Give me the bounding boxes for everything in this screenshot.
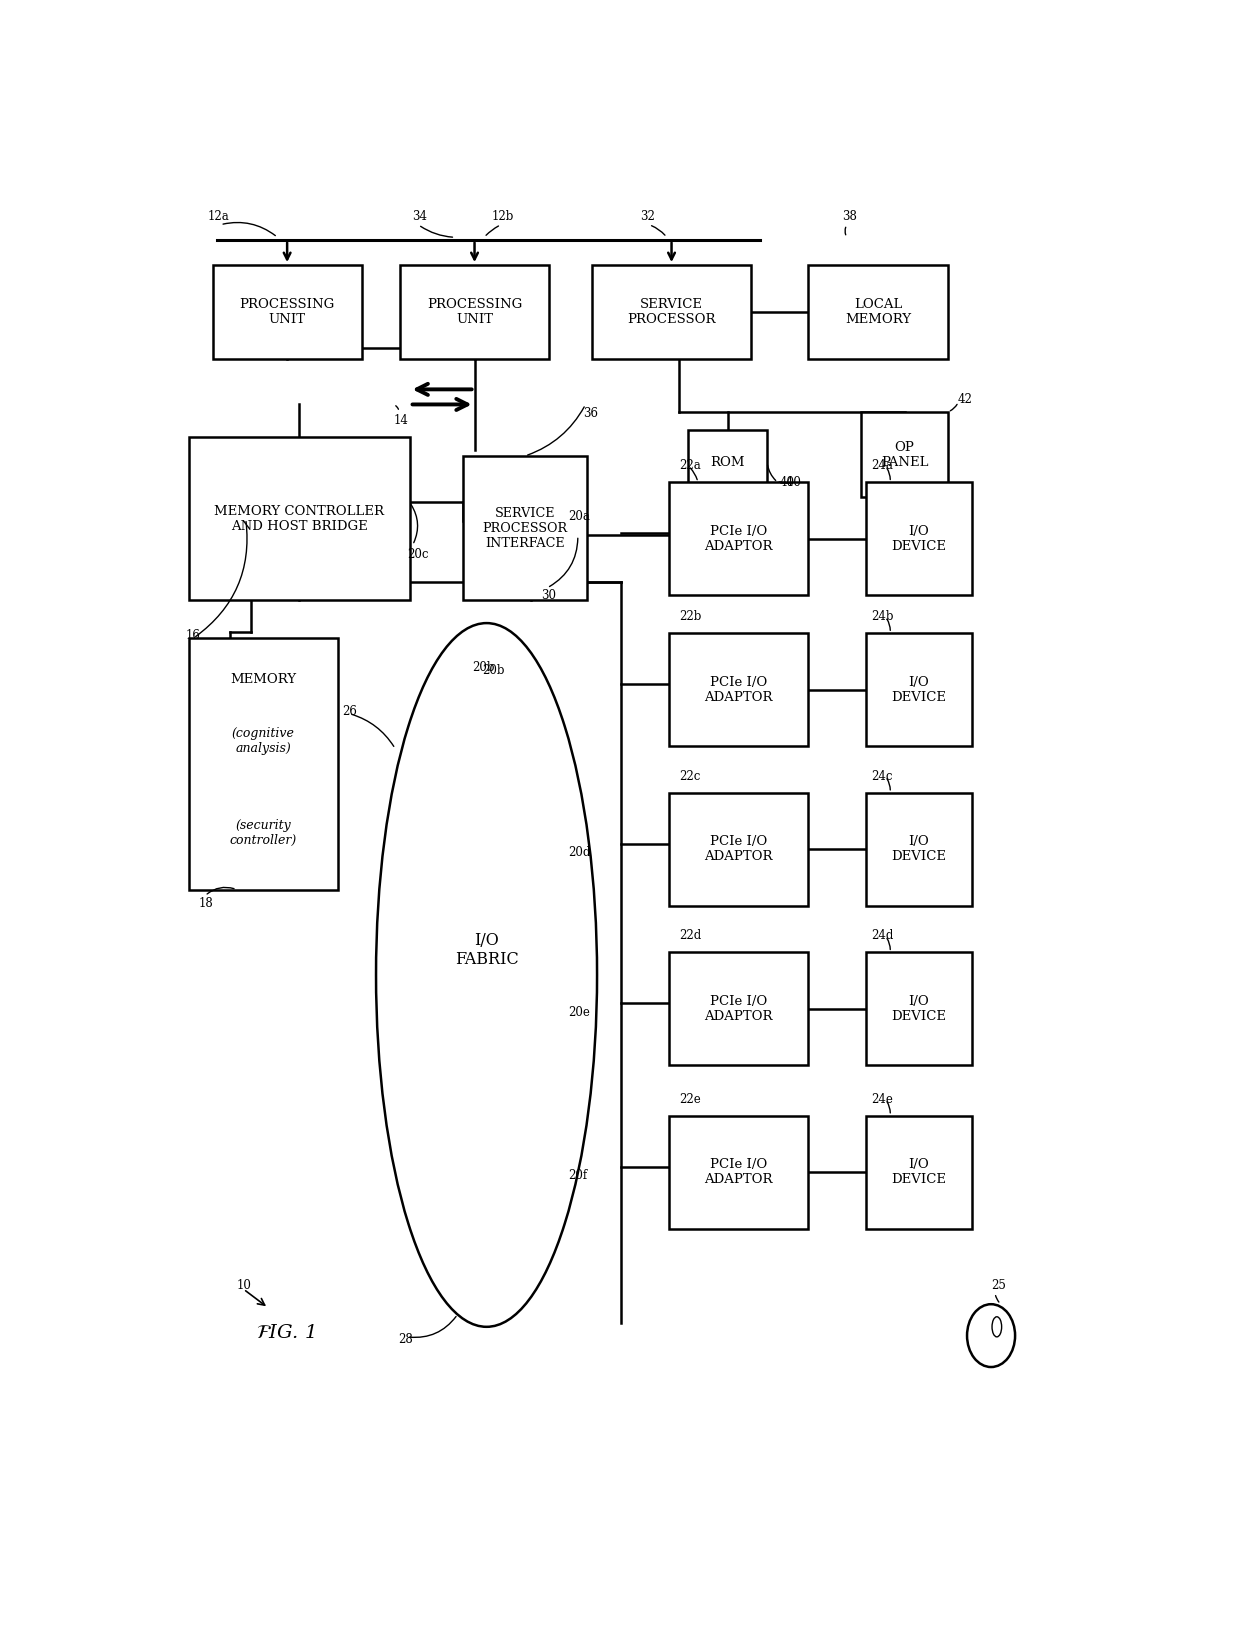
Text: 16: 16	[186, 630, 201, 641]
Bar	[866, 483, 972, 596]
Text: (security
controller): (security controller)	[229, 819, 296, 847]
Text: PCIe I/O
ADAPTOR: PCIe I/O ADAPTOR	[704, 836, 773, 863]
Text: PCIe I/O
ADAPTOR: PCIe I/O ADAPTOR	[704, 1159, 773, 1186]
Text: PCIe I/O
ADAPTOR: PCIe I/O ADAPTOR	[704, 526, 773, 553]
Text: PCIe I/O
ADAPTOR: PCIe I/O ADAPTOR	[704, 996, 773, 1023]
Circle shape	[967, 1304, 1016, 1368]
Text: 12a: 12a	[208, 211, 229, 224]
Text: PROCESSING
UNIT: PROCESSING UNIT	[239, 299, 335, 326]
Text: 20d: 20d	[568, 845, 590, 858]
Text: 10: 10	[237, 1279, 252, 1293]
Bar	[188, 638, 337, 889]
Text: PROCESSING
UNIT: PROCESSING UNIT	[427, 299, 522, 326]
Bar	[670, 483, 808, 596]
Text: (cognitive
analysis): (cognitive analysis)	[232, 728, 295, 756]
Text: 24d: 24d	[870, 929, 893, 942]
Text: I/O
DEVICE: I/O DEVICE	[892, 676, 946, 703]
Text: SERVICE
PROCESSOR
INTERFACE: SERVICE PROCESSOR INTERFACE	[482, 506, 568, 550]
Text: 26: 26	[342, 705, 357, 718]
Text: 20c: 20c	[407, 548, 428, 561]
Text: I/O
DEVICE: I/O DEVICE	[892, 836, 946, 863]
Text: 24e: 24e	[870, 1093, 893, 1105]
Bar	[866, 793, 972, 906]
Ellipse shape	[992, 1317, 1002, 1337]
Text: 25: 25	[991, 1278, 1006, 1291]
Bar	[213, 264, 362, 359]
Text: 34: 34	[413, 211, 428, 224]
Text: 22e: 22e	[678, 1093, 701, 1105]
Text: I/O
DEVICE: I/O DEVICE	[892, 526, 946, 553]
Text: 24a: 24a	[870, 459, 893, 472]
Bar	[670, 793, 808, 906]
Text: I/O
DEVICE: I/O DEVICE	[892, 996, 946, 1023]
Bar	[401, 264, 549, 359]
Text: SERVICE
PROCESSOR: SERVICE PROCESSOR	[627, 299, 715, 326]
Bar	[688, 429, 768, 494]
Text: 20e: 20e	[568, 1005, 590, 1018]
Text: MEMORY CONTROLLER
AND HOST BRIDGE: MEMORY CONTROLLER AND HOST BRIDGE	[215, 504, 384, 532]
Text: 20b: 20b	[482, 664, 505, 677]
Bar	[670, 953, 808, 1066]
Text: 30: 30	[542, 589, 557, 602]
Ellipse shape	[376, 623, 596, 1327]
Bar	[866, 953, 972, 1066]
Bar	[866, 1116, 972, 1229]
Bar	[188, 437, 409, 601]
Text: 14: 14	[393, 415, 408, 428]
Text: 28: 28	[398, 1333, 413, 1346]
Bar	[593, 264, 750, 359]
Bar	[866, 633, 972, 746]
Text: LOCAL
MEMORY: LOCAL MEMORY	[846, 299, 911, 326]
Text: 22a: 22a	[678, 459, 701, 472]
Text: PCIe I/O
ADAPTOR: PCIe I/O ADAPTOR	[704, 676, 773, 703]
Text: 20a: 20a	[568, 511, 590, 524]
Text: $\mathcal{F}$IG. 1: $\mathcal{F}$IG. 1	[255, 1324, 315, 1342]
Text: 20f: 20f	[568, 1169, 588, 1182]
Text: ~40: ~40	[776, 477, 801, 490]
Text: 38: 38	[842, 211, 857, 224]
Text: OP
PANEL: OP PANEL	[880, 441, 929, 468]
Text: 20b: 20b	[472, 661, 495, 674]
Bar	[862, 411, 947, 498]
Text: I/O
FABRIC: I/O FABRIC	[455, 932, 518, 968]
Text: 42: 42	[957, 393, 972, 406]
Bar	[808, 264, 947, 359]
Text: I/O
DEVICE: I/O DEVICE	[892, 1159, 946, 1186]
Text: 12b: 12b	[491, 211, 513, 224]
Bar	[670, 633, 808, 746]
Text: 22b: 22b	[678, 610, 701, 623]
Bar	[670, 1116, 808, 1229]
Text: 18: 18	[198, 898, 213, 911]
Text: 22c: 22c	[678, 770, 701, 783]
Text: ROM: ROM	[711, 455, 745, 468]
Bar	[463, 455, 588, 601]
Text: 36: 36	[583, 406, 598, 419]
Text: 22d: 22d	[678, 929, 701, 942]
Text: 24c: 24c	[870, 770, 893, 783]
Text: 24b: 24b	[870, 610, 894, 623]
Text: 32: 32	[640, 211, 655, 224]
Text: MEMORY: MEMORY	[231, 672, 296, 685]
Text: 40: 40	[780, 477, 795, 490]
